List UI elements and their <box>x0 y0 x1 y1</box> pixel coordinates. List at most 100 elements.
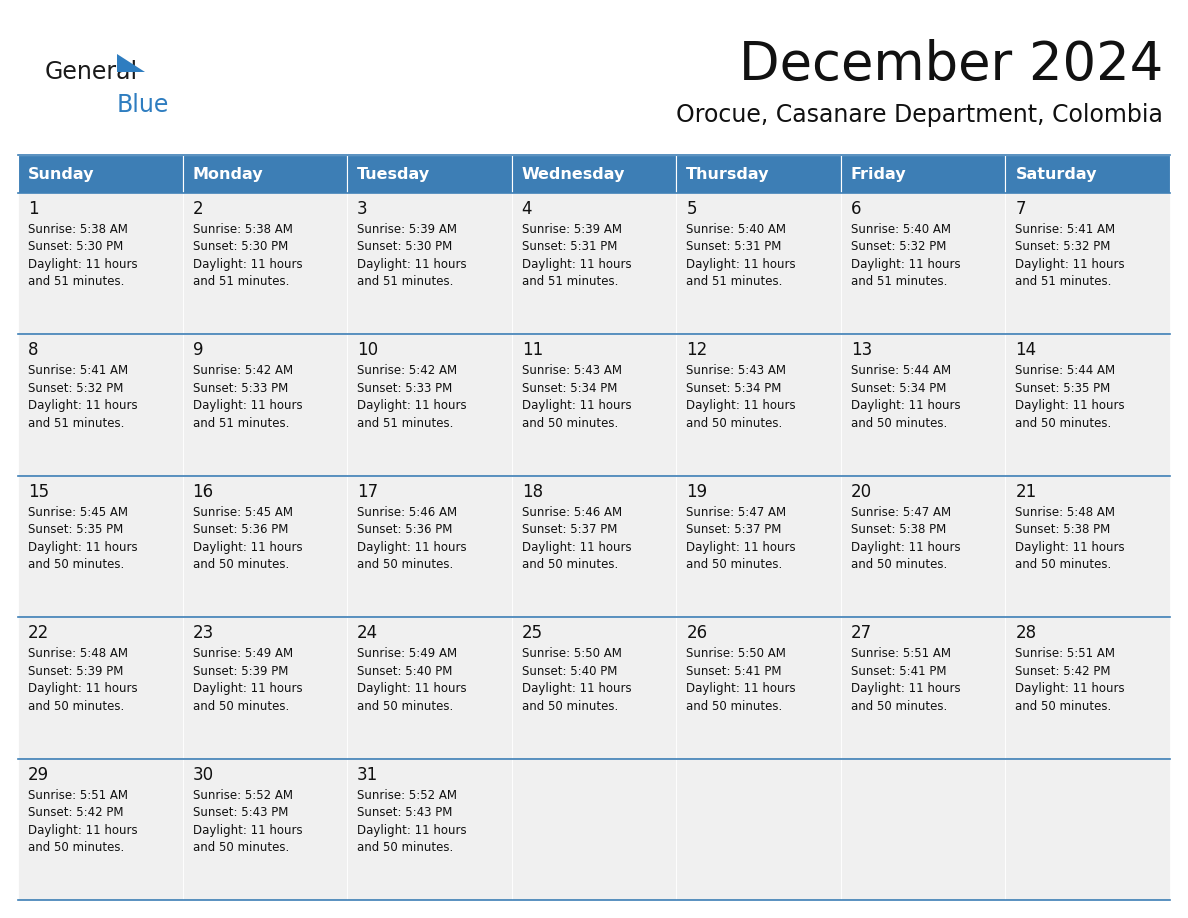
Bar <box>841 476 1005 617</box>
Text: Sunset: 5:34 PM: Sunset: 5:34 PM <box>522 382 617 395</box>
Bar <box>18 758 183 900</box>
Text: Daylight: 11 hours: Daylight: 11 hours <box>1016 682 1125 695</box>
Text: 4: 4 <box>522 200 532 218</box>
Text: Daylight: 11 hours: Daylight: 11 hours <box>1016 258 1125 271</box>
Text: 12: 12 <box>687 341 708 360</box>
Text: Daylight: 11 hours: Daylight: 11 hours <box>851 682 960 695</box>
Text: Sunset: 5:40 PM: Sunset: 5:40 PM <box>522 665 617 677</box>
Text: 14: 14 <box>1016 341 1037 360</box>
Text: and 50 minutes.: and 50 minutes. <box>192 558 289 571</box>
Text: Daylight: 11 hours: Daylight: 11 hours <box>522 682 631 695</box>
Text: Sunset: 5:41 PM: Sunset: 5:41 PM <box>851 665 947 677</box>
Bar <box>183 193 347 334</box>
Bar <box>512 476 676 617</box>
Text: and 51 minutes.: and 51 minutes. <box>192 417 289 430</box>
Text: Daylight: 11 hours: Daylight: 11 hours <box>522 541 631 554</box>
Text: Sunset: 5:32 PM: Sunset: 5:32 PM <box>851 241 946 253</box>
Text: Sunset: 5:43 PM: Sunset: 5:43 PM <box>358 806 453 819</box>
Text: Sunrise: 5:44 AM: Sunrise: 5:44 AM <box>851 364 950 377</box>
Text: Sunset: 5:36 PM: Sunset: 5:36 PM <box>192 523 287 536</box>
Text: Daylight: 11 hours: Daylight: 11 hours <box>192 823 302 836</box>
Text: 8: 8 <box>29 341 38 360</box>
Text: Sunrise: 5:49 AM: Sunrise: 5:49 AM <box>192 647 292 660</box>
Text: Sunrise: 5:38 AM: Sunrise: 5:38 AM <box>192 223 292 236</box>
Text: Daylight: 11 hours: Daylight: 11 hours <box>1016 541 1125 554</box>
Text: Daylight: 11 hours: Daylight: 11 hours <box>29 823 138 836</box>
Text: and 51 minutes.: and 51 minutes. <box>358 275 454 288</box>
Text: Sunset: 5:42 PM: Sunset: 5:42 PM <box>1016 665 1111 677</box>
Text: Daylight: 11 hours: Daylight: 11 hours <box>522 399 631 412</box>
Text: Daylight: 11 hours: Daylight: 11 hours <box>1016 399 1125 412</box>
Text: Sunrise: 5:40 AM: Sunrise: 5:40 AM <box>687 223 786 236</box>
Bar <box>347 193 512 334</box>
Text: and 51 minutes.: and 51 minutes. <box>29 417 125 430</box>
Text: Daylight: 11 hours: Daylight: 11 hours <box>192 399 302 412</box>
Text: 3: 3 <box>358 200 368 218</box>
Text: Sunset: 5:31 PM: Sunset: 5:31 PM <box>522 241 617 253</box>
Text: 6: 6 <box>851 200 861 218</box>
Bar <box>183 155 347 193</box>
Bar <box>1005 617 1170 758</box>
Text: Sunrise: 5:48 AM: Sunrise: 5:48 AM <box>29 647 128 660</box>
Text: Sunrise: 5:45 AM: Sunrise: 5:45 AM <box>29 506 128 519</box>
Text: Daylight: 11 hours: Daylight: 11 hours <box>851 541 960 554</box>
Text: Sunrise: 5:51 AM: Sunrise: 5:51 AM <box>851 647 950 660</box>
Text: Sunset: 5:32 PM: Sunset: 5:32 PM <box>1016 241 1111 253</box>
Text: Daylight: 11 hours: Daylight: 11 hours <box>29 682 138 695</box>
Text: Wednesday: Wednesday <box>522 166 625 182</box>
Text: Daylight: 11 hours: Daylight: 11 hours <box>687 541 796 554</box>
Text: Daylight: 11 hours: Daylight: 11 hours <box>687 682 796 695</box>
Bar <box>676 617 841 758</box>
Text: and 50 minutes.: and 50 minutes. <box>687 417 783 430</box>
Text: Daylight: 11 hours: Daylight: 11 hours <box>29 258 138 271</box>
Bar <box>18 617 183 758</box>
Text: December 2024: December 2024 <box>739 39 1163 91</box>
Text: Saturday: Saturday <box>1016 166 1097 182</box>
Text: 15: 15 <box>29 483 49 501</box>
Text: Sunrise: 5:48 AM: Sunrise: 5:48 AM <box>1016 506 1116 519</box>
Bar <box>347 155 512 193</box>
Polygon shape <box>116 54 145 72</box>
Text: 22: 22 <box>29 624 49 643</box>
Text: 1: 1 <box>29 200 39 218</box>
Bar <box>1005 476 1170 617</box>
Text: Daylight: 11 hours: Daylight: 11 hours <box>851 258 960 271</box>
Bar <box>841 617 1005 758</box>
Text: Sunset: 5:37 PM: Sunset: 5:37 PM <box>687 523 782 536</box>
Text: and 50 minutes.: and 50 minutes. <box>522 417 618 430</box>
Text: and 51 minutes.: and 51 minutes. <box>522 275 618 288</box>
Bar <box>676 155 841 193</box>
Text: and 50 minutes.: and 50 minutes. <box>851 417 947 430</box>
Text: Sunset: 5:40 PM: Sunset: 5:40 PM <box>358 665 453 677</box>
Text: Sunrise: 5:52 AM: Sunrise: 5:52 AM <box>358 789 457 801</box>
Text: Sunset: 5:38 PM: Sunset: 5:38 PM <box>1016 523 1111 536</box>
Text: Sunrise: 5:52 AM: Sunrise: 5:52 AM <box>192 789 292 801</box>
Text: and 51 minutes.: and 51 minutes. <box>358 417 454 430</box>
Text: Sunrise: 5:51 AM: Sunrise: 5:51 AM <box>1016 647 1116 660</box>
Text: 31: 31 <box>358 766 379 784</box>
Text: and 50 minutes.: and 50 minutes. <box>1016 700 1112 712</box>
Text: 13: 13 <box>851 341 872 360</box>
Text: Sunrise: 5:45 AM: Sunrise: 5:45 AM <box>192 506 292 519</box>
Text: 16: 16 <box>192 483 214 501</box>
Bar <box>841 155 1005 193</box>
Text: Sunrise: 5:46 AM: Sunrise: 5:46 AM <box>358 506 457 519</box>
Text: and 50 minutes.: and 50 minutes. <box>851 558 947 571</box>
Text: Sunrise: 5:51 AM: Sunrise: 5:51 AM <box>29 789 128 801</box>
Text: 28: 28 <box>1016 624 1037 643</box>
Bar <box>18 334 183 476</box>
Bar <box>183 476 347 617</box>
Text: Daylight: 11 hours: Daylight: 11 hours <box>687 399 796 412</box>
Text: Daylight: 11 hours: Daylight: 11 hours <box>522 258 631 271</box>
Text: Sunset: 5:39 PM: Sunset: 5:39 PM <box>192 665 287 677</box>
Text: Sunrise: 5:39 AM: Sunrise: 5:39 AM <box>358 223 457 236</box>
Text: Sunset: 5:32 PM: Sunset: 5:32 PM <box>29 382 124 395</box>
Text: Sunset: 5:30 PM: Sunset: 5:30 PM <box>192 241 287 253</box>
Text: 30: 30 <box>192 766 214 784</box>
Bar <box>676 476 841 617</box>
Text: 20: 20 <box>851 483 872 501</box>
Text: 29: 29 <box>29 766 49 784</box>
Text: Daylight: 11 hours: Daylight: 11 hours <box>358 541 467 554</box>
Text: Daylight: 11 hours: Daylight: 11 hours <box>851 399 960 412</box>
Text: Sunset: 5:39 PM: Sunset: 5:39 PM <box>29 665 124 677</box>
